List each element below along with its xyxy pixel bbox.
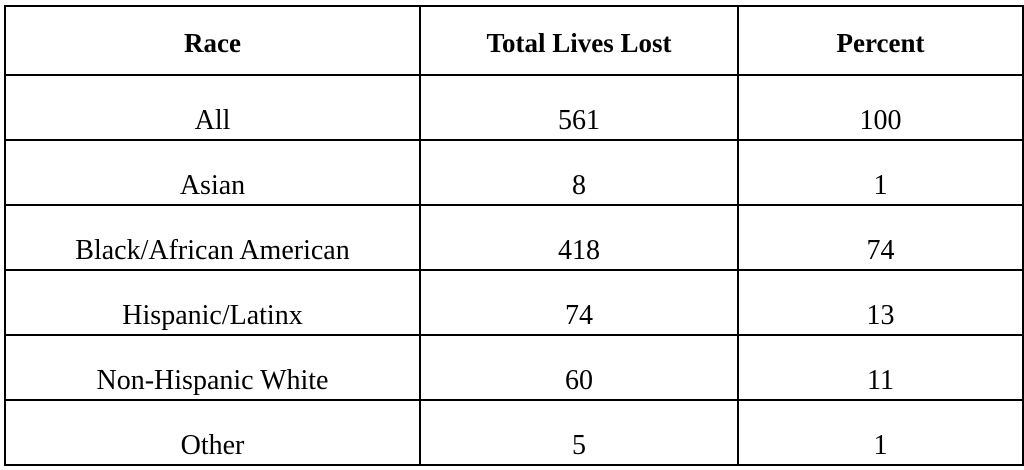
table-cell: Asian xyxy=(4,139,421,206)
table-cell: 100 xyxy=(737,74,1024,141)
table-cell: 418 xyxy=(419,204,739,271)
table-cell: 60 xyxy=(419,334,739,401)
table-row: All 561 100 xyxy=(4,74,1024,141)
table-cell: Hispanic/Latinx xyxy=(4,269,421,336)
table-row: Non-Hispanic White 60 11 xyxy=(4,334,1024,401)
table-row: Asian 8 1 xyxy=(4,139,1024,206)
table-cell: All xyxy=(4,74,421,141)
table-cell: Non-Hispanic White xyxy=(4,334,421,401)
table-cell: 74 xyxy=(419,269,739,336)
table-cell: 13 xyxy=(737,269,1024,336)
table-cell: 8 xyxy=(419,139,739,206)
header-cell: Percent xyxy=(737,5,1024,76)
table-cell: 11 xyxy=(737,334,1024,401)
header-cell: Total Lives Lost xyxy=(419,5,739,76)
table-cell: Black/African American xyxy=(4,204,421,271)
table-row: Hispanic/Latinx 74 13 xyxy=(4,269,1024,336)
table-cell: 1 xyxy=(737,399,1024,466)
header-row: Race Total Lives Lost Percent xyxy=(4,5,1024,76)
table-cell: 74 xyxy=(737,204,1024,271)
table-cell: 5 xyxy=(419,399,739,466)
table-row: Black/African American 418 74 xyxy=(4,204,1024,271)
table-row: Other 5 1 xyxy=(4,399,1024,466)
data-table: Race Total Lives Lost Percent All 561 100 Asi… xyxy=(4,5,1024,466)
table-cell: 561 xyxy=(419,74,739,141)
table-cell: 1 xyxy=(737,139,1024,206)
header-cell: Race xyxy=(4,5,421,76)
table-cell: Other xyxy=(4,399,421,466)
